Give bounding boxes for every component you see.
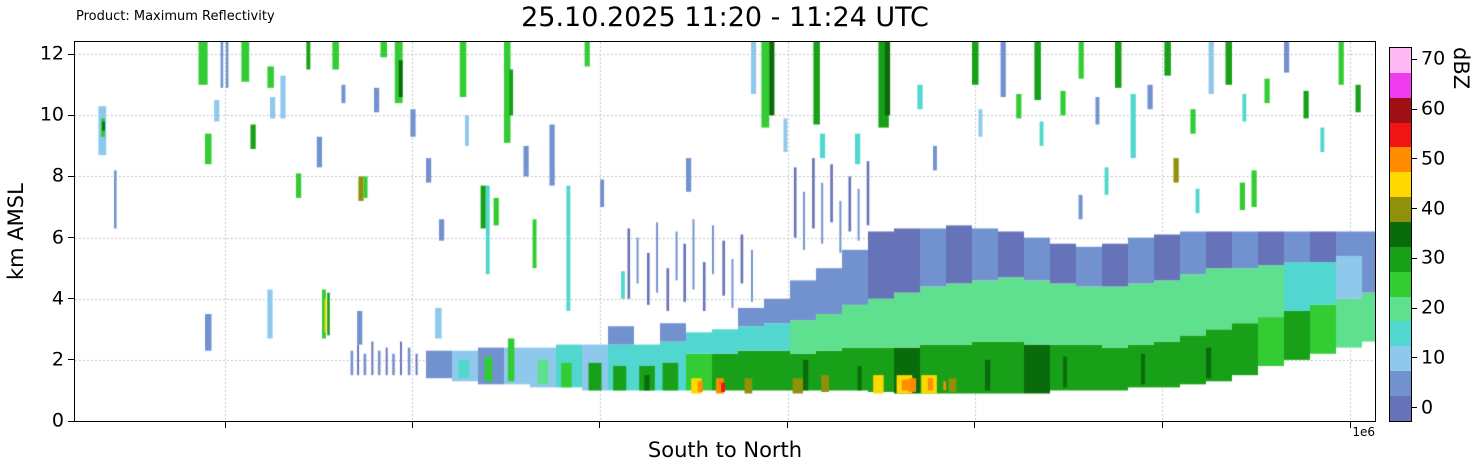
colorbar-segment — [1390, 222, 1411, 247]
colorbar-tick-mark — [1411, 58, 1417, 60]
x-tick-mark — [224, 421, 226, 428]
colorbar-segment — [1390, 396, 1411, 421]
colorbar-label: dBZ — [1449, 47, 1473, 90]
x-tick-mark — [599, 421, 601, 428]
colorbar-tick-label: 30 — [1421, 246, 1446, 269]
y-tick-mark — [68, 114, 75, 116]
colorbar-tick-label: 10 — [1421, 346, 1446, 369]
y-tick-label: 8 — [51, 164, 64, 187]
x-tick-mark — [1161, 421, 1163, 428]
colorbar-segment — [1390, 246, 1411, 272]
colorbar-tick-mark — [1411, 108, 1417, 110]
y-tick-label: 0 — [51, 409, 64, 432]
x-axis-label: South to North — [647, 438, 803, 462]
x-tick-mark — [411, 421, 413, 428]
colorbar-tick-label: 60 — [1421, 97, 1446, 120]
colorbar-tick-label: 40 — [1421, 197, 1446, 220]
colorbar-tick-mark — [1411, 357, 1417, 359]
colorbar-segment — [1390, 321, 1411, 347]
x-tick-mark — [787, 421, 789, 428]
y-tick-label: 6 — [51, 226, 64, 249]
colorbar-tick-mark — [1411, 158, 1417, 160]
x-axis-offset-label: 1e6 — [1352, 425, 1375, 439]
colorbar-segment — [1390, 371, 1411, 397]
y-tick-mark — [68, 359, 75, 361]
colorbar-segment — [1390, 72, 1411, 98]
y-tick-mark — [68, 298, 75, 300]
y-tick-label: 12 — [39, 42, 64, 65]
colorbar-tick-mark — [1411, 257, 1417, 259]
y-tick-label: 10 — [39, 103, 64, 126]
plot-canvas — [75, 42, 1375, 421]
product-label: Product: Maximum Reflectivity — [76, 9, 275, 24]
colorbar-segment — [1390, 122, 1411, 148]
colorbar-tick-label: 0 — [1421, 396, 1434, 419]
y-tick-mark — [68, 175, 75, 177]
x-tick-mark — [974, 421, 976, 428]
y-tick-mark — [68, 420, 75, 422]
y-tick-label: 4 — [51, 287, 64, 310]
colorbar-segment — [1390, 197, 1411, 223]
plot-frame — [74, 41, 1376, 422]
chart-title: 25.10.2025 11:20 - 11:24 UTC — [521, 2, 929, 33]
colorbar-segment — [1390, 97, 1411, 123]
y-tick-label: 2 — [51, 348, 64, 371]
y-tick-mark — [68, 53, 75, 55]
colorbar-segment — [1390, 147, 1411, 173]
colorbar-segment — [1390, 296, 1411, 322]
colorbar-segment — [1390, 172, 1411, 198]
colorbar-tick-mark — [1411, 307, 1417, 309]
y-tick-mark — [68, 237, 75, 239]
colorbar-tick-mark — [1411, 208, 1417, 210]
colorbar-tick-mark — [1411, 407, 1417, 409]
colorbar-gradient — [1389, 47, 1412, 422]
colorbar-segment — [1390, 48, 1411, 73]
colorbar-tick-label: 50 — [1421, 147, 1446, 170]
colorbar-segment — [1390, 346, 1411, 372]
colorbar-tick-label: 70 — [1421, 47, 1446, 70]
colorbar-tick-label: 20 — [1421, 296, 1446, 319]
x-tick-mark — [1349, 421, 1351, 428]
colorbar-segment — [1390, 271, 1411, 297]
